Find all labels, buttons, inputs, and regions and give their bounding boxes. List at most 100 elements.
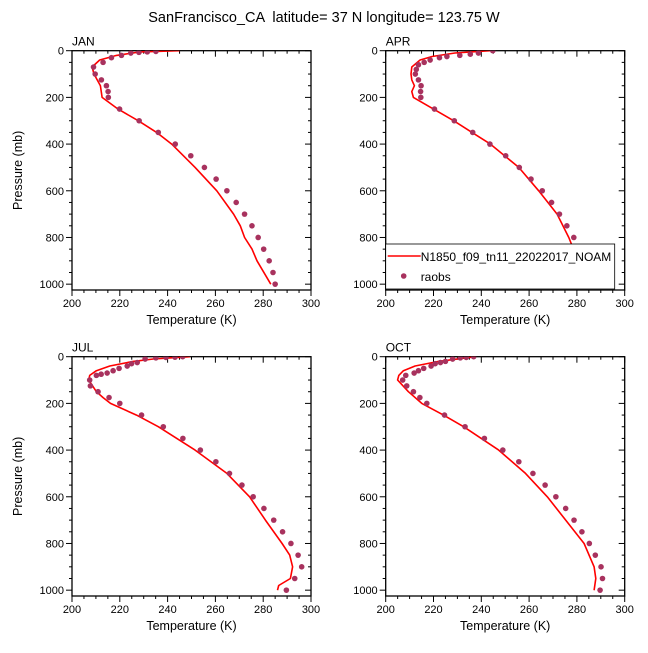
raobs-point (457, 356, 464, 361)
raobs-point (556, 211, 563, 217)
x-tick-label: 200 (377, 604, 395, 616)
raobs-point (442, 358, 449, 365)
panel-apr: APR 200 220 240 260 280 300 0 200 400 600 800 1000 Te… (353, 35, 634, 327)
y-tick-label: 200 (359, 92, 377, 104)
x-tick-label: 220 (111, 298, 129, 310)
raobs-point (424, 400, 430, 407)
raobs-point (417, 394, 423, 401)
y-tick-label: 400 (359, 139, 377, 151)
panel-title: JUL (72, 341, 94, 355)
y-tick-label: 1000 (353, 585, 377, 597)
y-tick-label: 600 (359, 186, 377, 198)
raobs-point (172, 356, 178, 360)
raobs-point (163, 356, 169, 361)
raobs-point (98, 371, 104, 378)
raobs-point (500, 447, 506, 453)
x-axis-label: Temperature (K) (146, 313, 236, 327)
raobs-point (516, 164, 523, 171)
raobs-point (283, 587, 290, 593)
raobs-point (260, 246, 267, 252)
raobs-point (105, 88, 111, 95)
x-tick-label: 220 (424, 298, 442, 310)
raobs-point (86, 377, 93, 383)
raobs-point (226, 470, 233, 477)
x-tick-label: 240 (158, 298, 176, 310)
raobs-point (90, 64, 97, 70)
raobs-point (249, 222, 255, 229)
raobs-point (87, 383, 94, 389)
raobs-point (93, 372, 100, 379)
raobs-point (279, 528, 286, 535)
raobs-point (597, 587, 603, 593)
x-tick-label: 200 (377, 298, 395, 310)
raobs-point (539, 187, 546, 194)
raobs-point (270, 517, 277, 523)
raobs-point (599, 575, 606, 582)
raobs-point (233, 199, 239, 206)
raobs-point (402, 372, 409, 379)
raobs-point (155, 129, 162, 136)
y-tick-label: 1000 (353, 279, 377, 291)
raobs-point (187, 152, 194, 159)
x-tick-label: 240 (472, 298, 490, 310)
raobs-point (298, 564, 305, 570)
x-tick-label: 260 (206, 604, 224, 616)
x-tick-label: 240 (472, 604, 490, 616)
legend-label-model: N1850_f09_tn11_22022017_NOAM (421, 250, 612, 264)
raobs-point (116, 106, 123, 112)
x-axis-label: Temperature (K) (146, 619, 236, 633)
x-tick-label: 260 (206, 298, 224, 310)
raobs-point (110, 367, 116, 374)
raobs-point (116, 365, 122, 372)
raobs-point (288, 540, 294, 547)
raobs-point (399, 377, 406, 383)
raobs-point (136, 50, 142, 56)
legend-label-raobs: raobs (421, 270, 451, 284)
x-tick-label: 220 (111, 604, 129, 616)
model-line-series (91, 50, 272, 285)
raobs-point (255, 234, 261, 241)
x-tick-label: 240 (158, 604, 176, 616)
legend-box (385, 243, 616, 290)
raobs-point (415, 367, 422, 374)
raobs-point (481, 435, 488, 442)
x-tick-label: 280 (254, 604, 272, 616)
raobs-point (179, 356, 186, 360)
raobs-point (108, 54, 115, 61)
raobs-point (441, 412, 448, 418)
raobs-point (224, 187, 230, 194)
plot-frame (71, 356, 312, 597)
raobs-point (528, 176, 534, 182)
raobs-point (104, 370, 110, 376)
y-tick-label: 0 (58, 352, 64, 364)
panel-jan: JAN 200 220 240 260 280 300 0 200 400 600 800 1000 Te… (11, 35, 320, 327)
y-tick-label: 0 (58, 46, 64, 58)
x-tick-label: 280 (568, 298, 586, 310)
raobs-point (415, 61, 422, 68)
y-tick-label: 1000 (40, 585, 64, 597)
raobs-point (250, 493, 256, 500)
x-tick-label: 300 (302, 298, 320, 310)
raobs-point (415, 77, 422, 83)
raobs-point (418, 82, 424, 89)
y-tick-label: 400 (46, 445, 64, 457)
raobs-point (138, 412, 145, 418)
raobs-point (516, 458, 522, 465)
raobs-point (553, 493, 559, 500)
raobs-point (412, 71, 419, 77)
y-tick-label: 200 (46, 398, 64, 410)
raobs-point (106, 394, 112, 401)
x-tick-label: 260 (520, 298, 538, 310)
y-tick-label: 1000 (40, 279, 64, 291)
y-tick-label: 0 (372, 46, 378, 58)
raobs-point (449, 356, 456, 362)
panel-title: OCT (386, 341, 412, 355)
raobs-point (411, 370, 417, 376)
raobs-point (127, 50, 134, 56)
model-line-series (87, 356, 294, 591)
y-tick-label: 600 (46, 186, 64, 198)
raobs-point (118, 52, 125, 59)
raobs-point (239, 482, 245, 488)
raobs-point (261, 505, 267, 512)
raobs-point (530, 470, 536, 477)
